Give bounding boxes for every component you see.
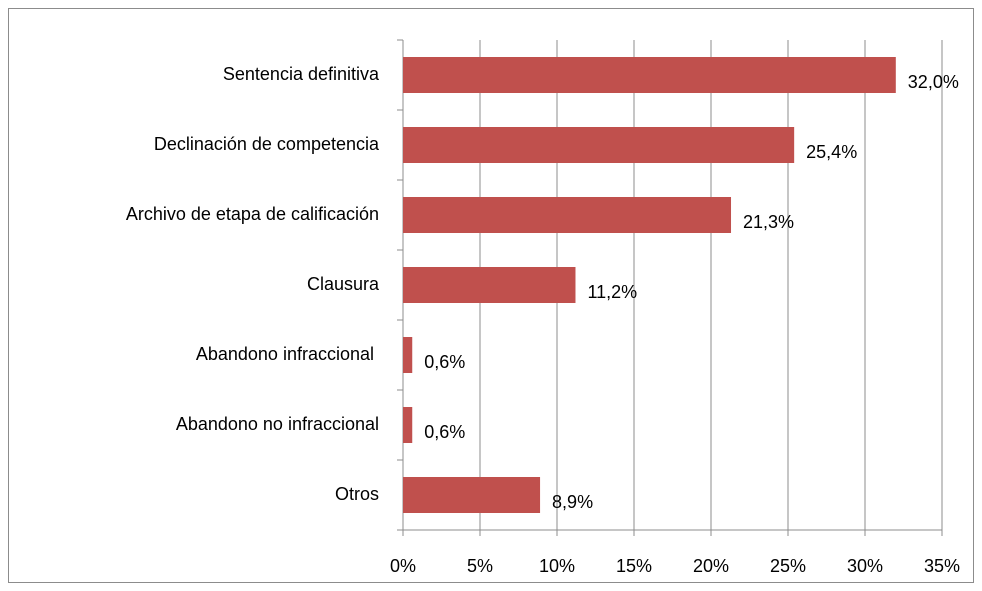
data-label: 21,3% [743, 212, 794, 232]
bar [403, 127, 795, 163]
y-tick-label: Otros [335, 484, 379, 504]
x-tick-label: 10% [539, 556, 575, 576]
y-tick-label: Declinación de competencia [154, 134, 380, 154]
bar [403, 197, 732, 233]
data-label: 0,6% [424, 422, 465, 442]
data-label: 25,4% [806, 142, 857, 162]
x-tick-label: 0% [390, 556, 416, 576]
bar [403, 267, 576, 303]
x-tick-label: 35% [924, 556, 960, 576]
bar [403, 477, 541, 513]
bar [403, 57, 896, 93]
bar [403, 337, 413, 373]
x-tick-label: 20% [693, 556, 729, 576]
data-label: 0,6% [424, 352, 465, 372]
y-tick-label: Abandono no infraccional [176, 414, 379, 434]
y-tick-label: Clausura [307, 274, 380, 294]
data-label: 11,2% [587, 282, 637, 302]
y-tick-label: Sentencia definitiva [223, 64, 380, 84]
y-tick-label: Abandono infraccional [196, 344, 379, 364]
bar [403, 407, 413, 443]
data-label: 8,9% [552, 492, 593, 512]
x-tick-label: 30% [847, 556, 883, 576]
data-label: 32,0% [908, 72, 959, 92]
y-tick-label: Archivo de etapa de calificación [126, 204, 379, 224]
x-tick-label: 15% [616, 556, 652, 576]
x-tick-label: 25% [770, 556, 806, 576]
x-tick-label: 5% [467, 556, 493, 576]
